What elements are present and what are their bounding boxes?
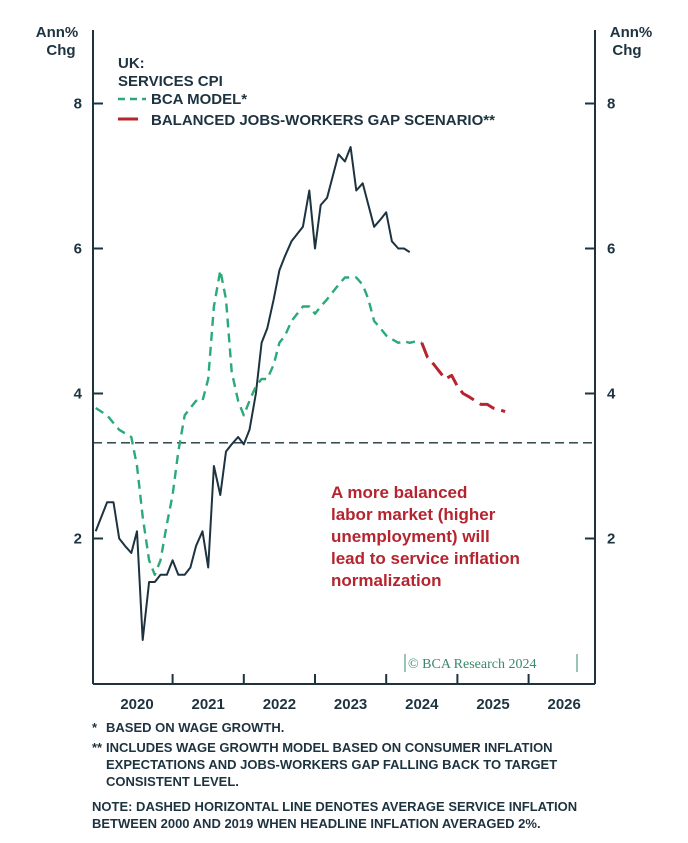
x-tick-label-2021: 2021 xyxy=(192,696,225,713)
series-group xyxy=(94,146,506,641)
series-line-bca-model xyxy=(95,269,423,576)
footnote-1: * BASED ON WAGE GROWTH. xyxy=(92,719,284,736)
legend: UK: SERVICES CPI BCA MODEL* BALANCED JOB… xyxy=(118,55,495,129)
legend-subtitle: SERVICES CPI xyxy=(118,73,223,90)
annotation: A more balanced labor market (higher une… xyxy=(331,483,520,590)
footnote-1-text: BASED ON WAGE GROWTH. xyxy=(106,720,285,735)
watermark: © BCA Research 2024 xyxy=(408,657,536,672)
footnote-2-mark: ** xyxy=(92,740,103,755)
series-line-services-cpi xyxy=(94,146,411,641)
chart-canvas: Ann% Chg Ann% Chg 2 2 4 4 6 6 8 8 2020 2021 2022 20… xyxy=(36,24,653,714)
x-tick-label-2022: 2022 xyxy=(263,696,296,713)
legend-label-bca-model: BCA MODEL* xyxy=(151,91,247,108)
footnote-note-line1: NOTE: DASHED HORIZONTAL LINE DENOTES AVE… xyxy=(92,799,578,814)
x-tick-label-2020: 2020 xyxy=(120,696,153,713)
y-tick-label-left-6: 6 xyxy=(74,241,82,258)
x-tick-label-2026: 2026 xyxy=(548,696,581,713)
footnote-note: NOTE: DASHED HORIZONTAL LINE DENOTES AVE… xyxy=(92,798,577,832)
y-tick-label-right-4: 4 xyxy=(607,386,616,403)
footnote-2-line3: CONSISTENT LEVEL. xyxy=(106,774,239,789)
series-line-balanced-jobs-workers-gap-scenario xyxy=(420,342,506,414)
footnote-2-line1: INCLUDES WAGE GROWTH MODEL BASED ON CONS… xyxy=(106,740,553,755)
annotation-line-2: labor market (higher xyxy=(331,505,496,524)
tick-group: 2 2 4 4 6 6 8 8 2020 2021 2022 2023 2024 2025 2026 xyxy=(74,96,616,714)
footnote-note-line2: BETWEEN 2000 AND 2019 WHEN HEADLINE INFL… xyxy=(92,816,541,831)
y-tick-label-right-6: 6 xyxy=(607,241,615,258)
x-tick-label-2023: 2023 xyxy=(334,696,367,713)
y-tick-label-right-2: 2 xyxy=(607,531,615,548)
footnote-2: ** INCLUDES WAGE GROWTH MODEL BASED ON CO… xyxy=(92,739,557,790)
legend-title: UK: xyxy=(118,55,145,72)
y-tick-label-left-8: 8 xyxy=(74,96,82,113)
x-tick-label-2025: 2025 xyxy=(476,696,509,713)
left-axis-unit-line1: Ann% xyxy=(36,24,79,41)
annotation-line-4: lead to service inflation xyxy=(331,549,520,568)
footnote-2-line2: EXPECTATIONS AND JOBS-WORKERS GAP FALLIN… xyxy=(106,757,558,772)
y-tick-label-left-2: 2 xyxy=(74,531,82,548)
annotation-line-5: normalization xyxy=(331,571,442,590)
annotation-line-1: A more balanced xyxy=(331,483,467,502)
footnote-1-mark: * xyxy=(92,720,98,735)
y-tick-label-right-8: 8 xyxy=(607,96,615,113)
right-axis-unit-line2: Chg xyxy=(612,42,641,59)
left-axis-unit-line2: Chg xyxy=(46,42,75,59)
annotation-line-3: unemployment) will xyxy=(331,527,490,546)
legend-label-scenario: BALANCED JOBS-WORKERS GAP SCENARIO** xyxy=(151,112,495,129)
x-tick-label-2024: 2024 xyxy=(405,696,439,713)
y-tick-label-left-4: 4 xyxy=(74,386,83,403)
right-axis-unit-line1: Ann% xyxy=(610,24,653,41)
